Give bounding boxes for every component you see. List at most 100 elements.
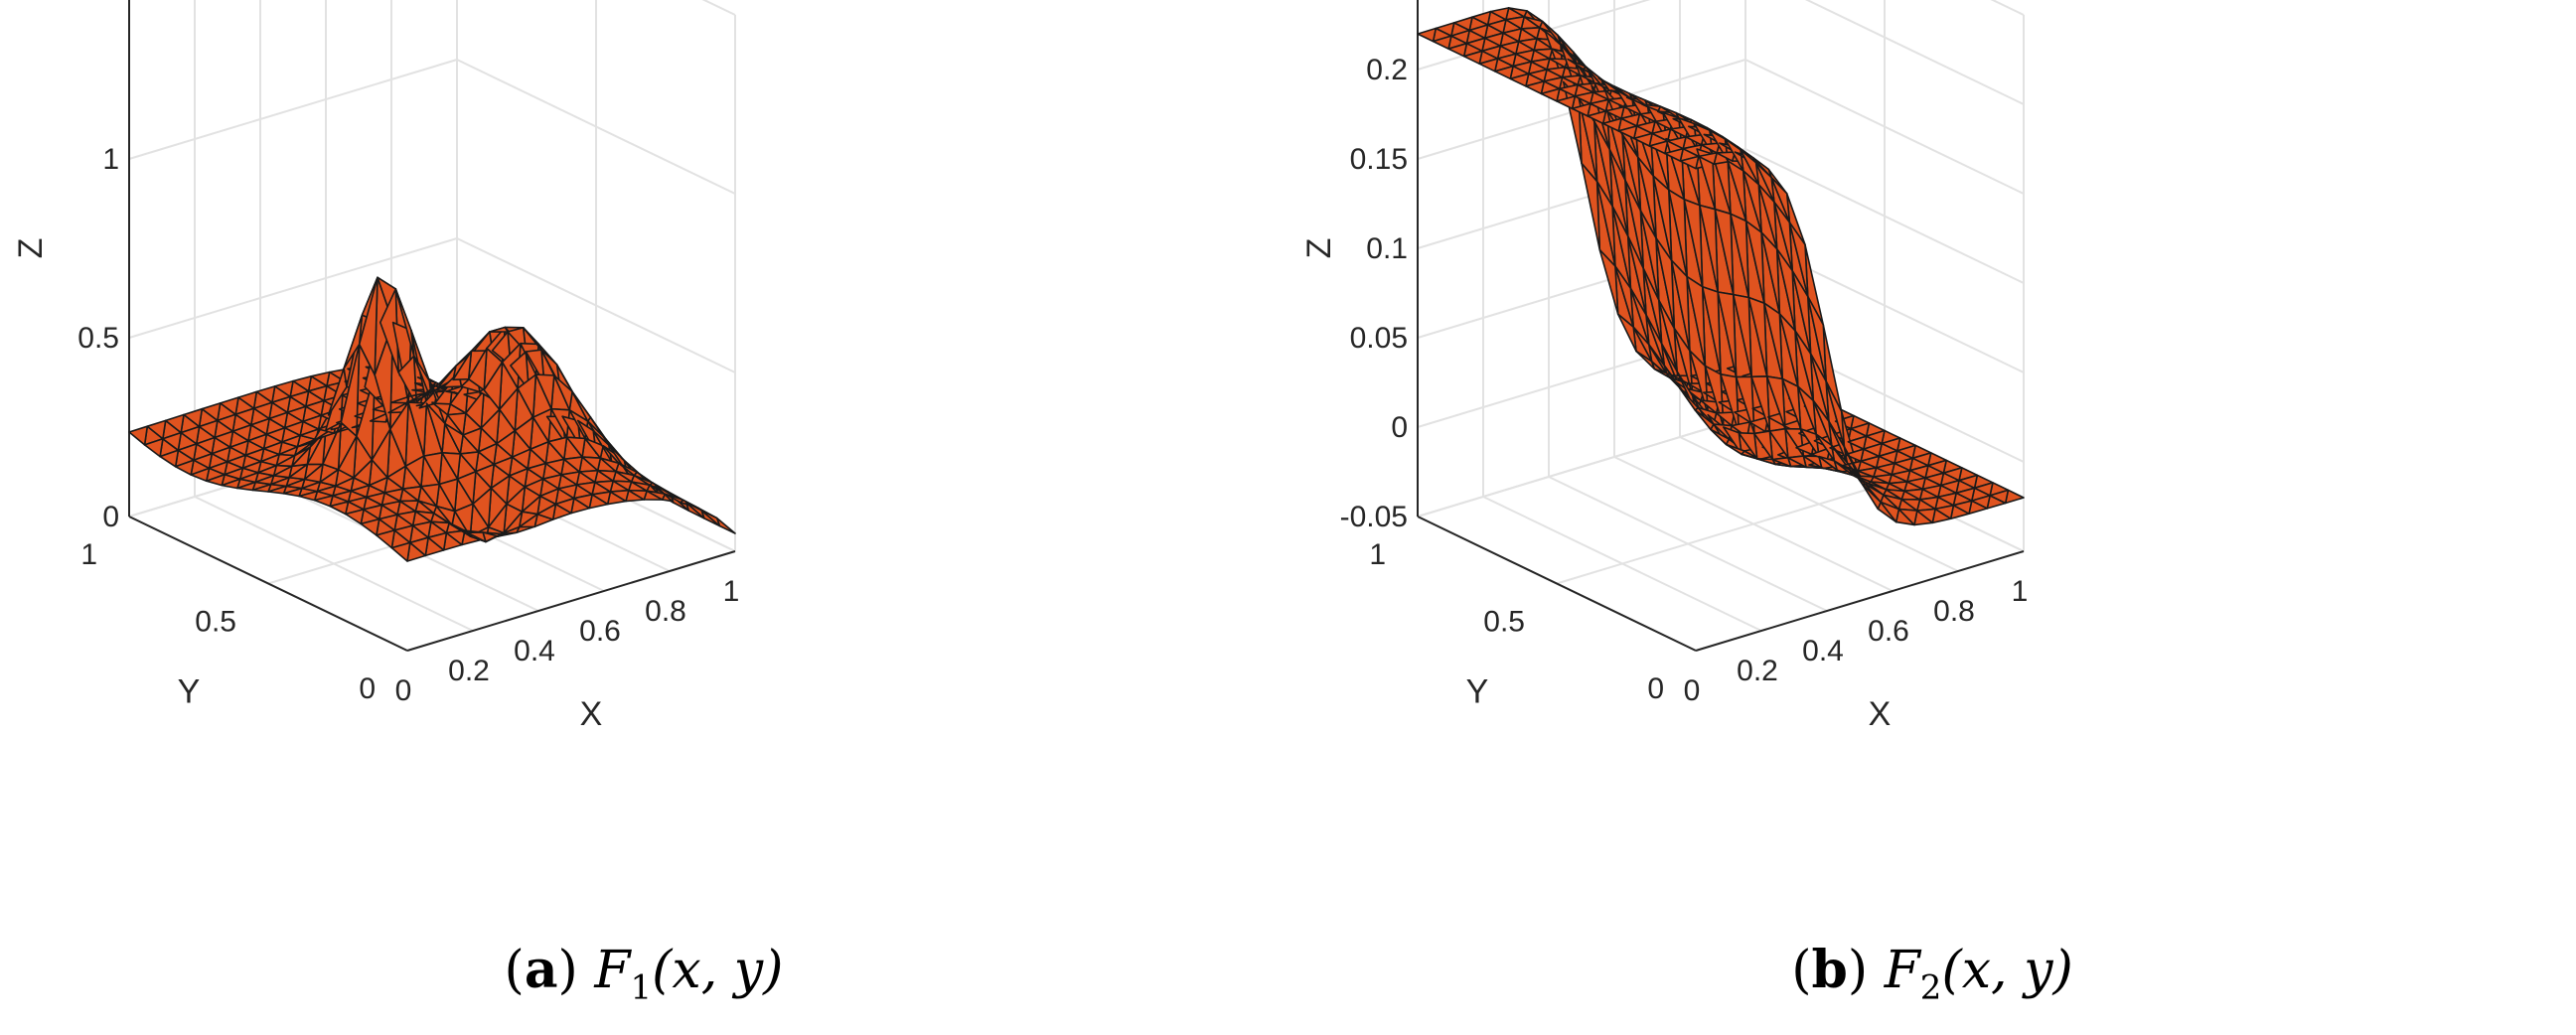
surface-facet	[390, 541, 411, 562]
surface-facet	[1735, 375, 1755, 435]
surface-facet	[1915, 508, 1936, 524]
surface-facet	[1700, 142, 1721, 154]
surface-facet	[1863, 442, 1884, 458]
surface-facet	[291, 446, 312, 468]
surface-facet	[1657, 299, 1678, 372]
gridline	[1744, 148, 2025, 284]
surface-facet	[350, 484, 371, 499]
surface-facet	[1452, 16, 1473, 32]
surface-facet	[201, 402, 222, 422]
surface-facet	[1952, 500, 1973, 516]
surface-facet	[241, 460, 262, 474]
surface-facet	[221, 478, 241, 490]
surface-facet	[404, 455, 425, 488]
surface-facet	[560, 471, 581, 486]
surface-facet	[1502, 28, 1523, 43]
surface-facet	[250, 417, 270, 436]
surface-facet	[1486, 18, 1507, 35]
surface-facet	[572, 493, 593, 510]
y-tick-label: 0	[359, 672, 376, 705]
surface-facet	[303, 463, 324, 484]
surface-facet	[1897, 508, 1918, 526]
surface-facet	[466, 531, 487, 543]
surface-facet	[1629, 287, 1650, 346]
surface-facet	[511, 448, 531, 470]
x-axis-label: X	[580, 695, 603, 733]
surface-facet	[1927, 459, 1948, 475]
surface-facet	[1527, 69, 1548, 82]
function-sub-b: 2	[1919, 967, 1942, 1007]
surface-facet	[1571, 102, 1591, 117]
surface-facet	[1891, 469, 1911, 483]
surface-facet	[1699, 204, 1720, 293]
surface-facet	[374, 321, 394, 430]
surface-facet	[1673, 327, 1694, 397]
surface-facet	[456, 470, 477, 506]
z-axis-label: Z	[1300, 238, 1338, 259]
y-tick-label: 0	[1647, 672, 1664, 705]
surface-facet	[445, 529, 466, 546]
surface-facet	[514, 416, 534, 451]
surface-facet	[401, 485, 422, 502]
surface-facet	[1740, 149, 1760, 186]
x-tick-label: 0.4	[1802, 635, 1844, 667]
surface-facet	[1512, 61, 1533, 75]
surface-facet	[1844, 448, 1865, 463]
surface-facet	[1911, 452, 1932, 467]
surface-facet	[1595, 180, 1616, 267]
surface-facet	[1471, 10, 1492, 26]
surface-facet	[1574, 91, 1594, 105]
surface-facet	[561, 415, 582, 448]
surface-facet	[1847, 435, 1868, 450]
surface-facet	[1611, 205, 1632, 290]
x-tick-label: 1	[2012, 575, 2029, 608]
surface-facet	[1515, 49, 1535, 63]
surface-facet	[1616, 313, 1637, 353]
surface-facet	[1788, 222, 1809, 298]
surface-facet	[394, 288, 415, 358]
surface-facet	[627, 489, 648, 501]
surface-facet	[208, 461, 228, 476]
surface-facet	[398, 500, 419, 513]
x-axis-line	[406, 550, 736, 652]
surface-facet	[1724, 138, 1744, 172]
surface-facet	[487, 503, 508, 534]
surface-facet	[322, 421, 343, 471]
z-tick-label: 0.2	[1366, 54, 1408, 86]
surface-facet	[1867, 482, 1888, 497]
surface-facet	[1715, 411, 1736, 427]
surface-facet	[292, 374, 313, 392]
surface-facet	[1520, 26, 1541, 40]
caption-b: (b) F2(x, y)	[1791, 939, 2073, 1007]
surface-facet	[281, 434, 302, 448]
surface-facet	[358, 276, 379, 376]
surface-facet	[396, 510, 417, 526]
surface-facet	[272, 465, 293, 479]
surface-facet	[1937, 492, 1958, 507]
y-axis-line	[128, 516, 408, 652]
surface-facet	[453, 503, 474, 537]
surface-facet	[1905, 477, 1926, 491]
surface-facet	[1541, 20, 1562, 46]
surface-facet	[283, 420, 304, 437]
y-axis-label: Y	[1466, 673, 1489, 711]
y-tick-label: 0.5	[195, 606, 236, 639]
surface-facet	[1626, 234, 1647, 316]
surface-facet	[1546, 66, 1567, 78]
surface-facet	[1659, 105, 1680, 119]
surface-facet	[363, 504, 383, 520]
surface-facet	[552, 374, 573, 411]
surface-facet	[1934, 504, 1955, 520]
surface-facet	[1686, 275, 1707, 368]
surface-facet	[285, 478, 306, 490]
panel-label-b: b	[1811, 939, 1848, 1000]
surface-facet	[1617, 125, 1638, 140]
surface-facet	[183, 407, 204, 428]
surface-facet	[227, 454, 246, 470]
surface-facet	[224, 467, 244, 481]
x-tick-label: 0.8	[645, 595, 686, 628]
surface-facet	[646, 490, 667, 501]
surface-facet	[524, 478, 544, 498]
surface-facet	[503, 511, 524, 534]
